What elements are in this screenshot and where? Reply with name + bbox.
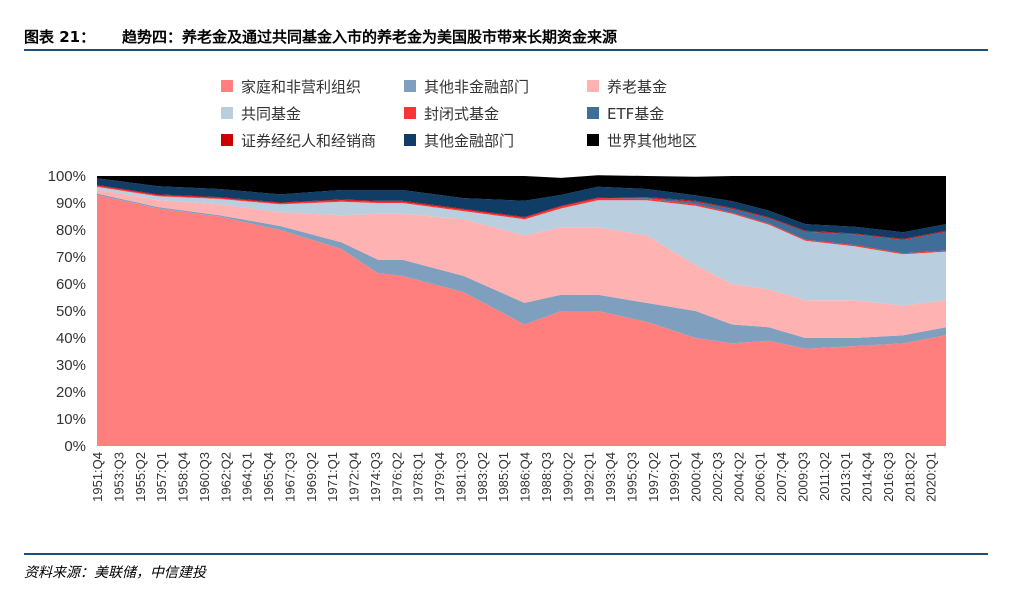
series-area-8 (97, 175, 946, 233)
x-tick-label: 1995:Q3 (624, 452, 639, 502)
series-area-1 (97, 193, 946, 349)
legend-swatch-5 (587, 107, 599, 119)
y-tick-label: 80% (56, 222, 86, 239)
figure-title-bar: 图表 21： 趋势四：养老金及通过共同基金入市的养老金为美国股市带来长期资金来源 (24, 18, 988, 52)
top-rule (24, 49, 988, 51)
figure-label: 图表 21： (24, 28, 96, 46)
figure-title: 趋势四：养老金及通过共同基金入市的养老金为美国股市带来长期资金来源 (122, 28, 618, 46)
legend-swatch-7 (404, 134, 416, 146)
x-tick-label: 2014:Q4 (860, 452, 875, 502)
legend-swatch-0 (221, 80, 233, 92)
x-tick-label: 1960:Q3 (197, 452, 212, 502)
legend-label-4: 封闭式基金 (424, 105, 499, 123)
y-tick-label: 60% (56, 276, 86, 293)
x-tick-label: 1999:Q1 (667, 452, 682, 502)
legend-swatch-2 (587, 80, 599, 92)
y-axis: 0% 10% 20% 30% 40% 50% 60% 70% 80% 90% 100% (48, 168, 86, 455)
x-tick-label: 1983:Q2 (475, 452, 490, 502)
legend-label-6: 证券经纪人和经销商 (241, 132, 376, 150)
x-tick-label: 1953:Q3 (111, 452, 126, 502)
y-tick-label: 20% (56, 384, 86, 401)
x-tick-label: 1992:Q1 (582, 452, 597, 502)
x-tick-label: 1958:Q4 (176, 452, 191, 502)
legend-label-8: 世界其他地区 (607, 132, 697, 150)
x-tick-label: 2002:Q3 (710, 452, 725, 502)
plot-areas (97, 175, 946, 446)
bottom-rule (24, 553, 988, 555)
legend-swatch-4 (404, 107, 416, 119)
x-tick-label: 1997:Q2 (646, 452, 661, 502)
x-tick-label: 1985:Q1 (496, 452, 511, 502)
y-tick-label: 100% (48, 168, 86, 185)
series-area-3 (97, 186, 946, 306)
series-area-0 (97, 194, 946, 446)
legend-label-5: ETF基金 (607, 105, 664, 123)
x-tick-label: 1967:Q3 (282, 452, 297, 502)
x-tick-label: 1976:Q2 (389, 452, 404, 502)
y-tick-label: 90% (56, 195, 86, 212)
x-tick-label: 1981:Q3 (453, 452, 468, 502)
x-tick-label: 1993:Q4 (603, 452, 618, 502)
x-tick-label: 1972:Q4 (347, 452, 362, 502)
x-tick-label: 1986:Q4 (518, 452, 533, 502)
source-note: 资料来源：美联储，中信建投 (24, 565, 206, 581)
x-tick-label: 1964:Q1 (240, 452, 255, 502)
x-tick-label: 2018:Q2 (902, 452, 917, 502)
x-tick-label: 1979:Q4 (432, 452, 447, 502)
legend-swatch-3 (221, 107, 233, 119)
legend-label-2: 养老基金 (607, 78, 667, 96)
x-tick-label: 2000:Q4 (689, 452, 704, 502)
x-tick-label: 1951:Q4 (90, 452, 105, 502)
series-area-7 (97, 178, 946, 239)
x-tick-label: 1974:Q3 (368, 452, 383, 502)
series-area-2 (97, 189, 946, 338)
x-tick-label: 2013:Q1 (838, 452, 853, 502)
x-tick-label: 2016:Q3 (881, 452, 896, 502)
legend-label-1: 其他非金融部门 (424, 78, 529, 96)
y-tick-label: 30% (56, 357, 86, 374)
y-tick-label: 0% (64, 438, 86, 455)
x-tick-label: 1962:Q2 (218, 452, 233, 502)
y-tick-label: 70% (56, 249, 86, 266)
x-tick-label: 2009:Q3 (796, 452, 811, 502)
x-tick-label: 2004:Q2 (731, 452, 746, 502)
x-tick-label: 1978:Q1 (411, 452, 426, 502)
x-tick-label: 1957:Q1 (154, 452, 169, 502)
x-tick-label: 1969:Q2 (304, 452, 319, 502)
x-tick-label: 1965:Q4 (261, 452, 276, 502)
x-tick-label: 2011:Q2 (817, 452, 832, 501)
x-tick-label: 2007:Q4 (774, 452, 789, 502)
x-tick-label: 1988:Q3 (539, 452, 554, 502)
legend-swatch-1 (404, 80, 416, 92)
x-tick-label: 1955:Q2 (133, 452, 148, 502)
x-tick-label: 1971:Q1 (325, 452, 340, 502)
y-tick-label: 10% (56, 411, 86, 428)
legend-swatch-8 (587, 134, 599, 146)
x-tick-label: 1990:Q2 (560, 452, 575, 502)
legend-swatch-6 (221, 134, 233, 146)
x-axis: 1951:Q4 1953:Q3 1955:Q2 1957:Q1 1958:Q4 1960:… (90, 452, 939, 502)
legend-label-3: 共同基金 (241, 105, 301, 123)
x-tick-label: 2006:Q1 (753, 452, 768, 502)
legend-label-7: 其他金融部门 (424, 132, 514, 150)
series-area-4 (97, 185, 946, 255)
legend-label-0: 家庭和非营利组织 (241, 78, 361, 96)
y-tick-label: 50% (56, 303, 86, 320)
x-tick-label: 2020:Q1 (924, 452, 939, 502)
y-tick-label: 40% (56, 330, 86, 347)
